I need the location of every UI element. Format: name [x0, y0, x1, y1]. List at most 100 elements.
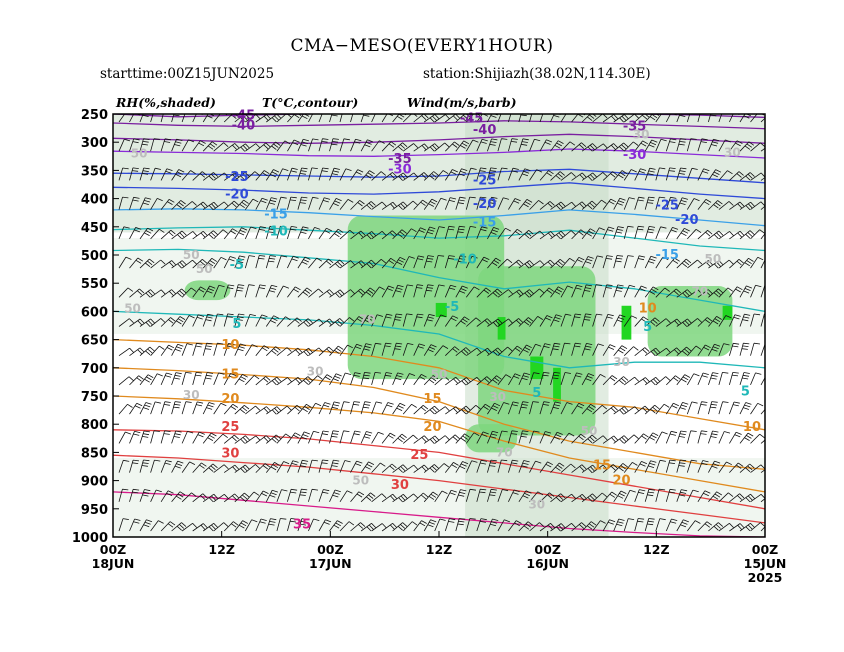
wind-barb [192, 523, 208, 532]
wind-barb [371, 286, 385, 298]
temperature-contour-label: -25 [225, 170, 249, 185]
wind-barb [392, 342, 403, 356]
wind-barb [244, 198, 259, 210]
wind-barb [255, 490, 269, 503]
wind-barb [423, 226, 436, 240]
wind-barb [529, 522, 545, 532]
wind-barb [234, 255, 246, 269]
wind-barb [276, 461, 290, 473]
wind-barb [350, 138, 362, 152]
wind-barb [634, 405, 650, 415]
wind-barb [255, 284, 266, 298]
wind-barb [181, 201, 197, 210]
wind-barb [539, 315, 553, 327]
wind-barb [171, 430, 182, 444]
wind-barb [202, 372, 214, 386]
wind-barb [202, 230, 218, 240]
wind-barb [718, 201, 734, 210]
wind-barb [634, 347, 650, 357]
wind-barb [318, 138, 329, 152]
wind-barb [287, 167, 298, 181]
wind-barb [613, 255, 624, 269]
wind-barb [276, 140, 291, 152]
wind-barb [129, 430, 141, 444]
y-tick-label: 900 [81, 475, 108, 490]
wind-barb [329, 459, 340, 473]
wind-barb [686, 138, 697, 152]
wind-barb [487, 402, 501, 415]
wind-barb [265, 284, 278, 298]
wind-barb [687, 318, 703, 327]
wind-barb [697, 317, 713, 327]
wind-barb [634, 285, 647, 298]
wind-barb [171, 169, 185, 181]
wind-barb [223, 493, 240, 503]
wind-barb [550, 286, 564, 298]
wind-barb [413, 404, 429, 415]
wind-barb [150, 138, 160, 152]
wind-barb [329, 289, 345, 298]
wind-barb [318, 289, 334, 298]
wind-barb [539, 139, 553, 152]
wind-barb [602, 143, 619, 152]
wind-barb [276, 196, 287, 210]
wind-barb [297, 256, 311, 269]
wind-barb [266, 406, 282, 415]
wind-barb [329, 318, 345, 327]
wind-barb [245, 143, 261, 152]
wind-barb [381, 402, 394, 415]
wind-barb [423, 464, 439, 473]
wind-barb [202, 141, 218, 152]
wind-barb [508, 228, 523, 240]
wind-barb [602, 464, 618, 473]
wind-barb [613, 463, 628, 473]
wind-barb [150, 520, 164, 532]
rh-saturated-region [553, 367, 561, 402]
wind-barb [686, 401, 698, 415]
wind-barb [118, 488, 129, 502]
wind-barb [276, 316, 291, 327]
wind-barb [676, 346, 692, 356]
wind-barb [718, 343, 730, 356]
wind-barb [718, 170, 733, 181]
wind-barb [708, 288, 724, 298]
wind-barb [581, 200, 597, 210]
wind-barb [402, 284, 414, 298]
wind-barb [402, 172, 419, 181]
wind-barb [560, 114, 567, 123]
wind-barb [465, 286, 480, 298]
wind-barb [665, 459, 676, 473]
wind-barb [550, 493, 566, 503]
wind-barb [529, 230, 545, 240]
wind-barb [644, 226, 656, 240]
wind-barb [676, 402, 689, 415]
wind-barb [686, 167, 698, 181]
wind-barb [560, 463, 576, 473]
wind-barb [613, 435, 629, 444]
wind-barb [213, 522, 229, 532]
wind-barb [518, 138, 529, 152]
wind-barb [329, 167, 340, 181]
wind-barb [529, 343, 542, 356]
wind-barb [571, 172, 587, 181]
wind-barb [686, 373, 700, 386]
wind-barb [550, 114, 561, 123]
wind-barb [465, 488, 477, 502]
wind-barb [581, 403, 596, 415]
wind-barb [655, 347, 671, 357]
wind-barb [602, 198, 617, 210]
wind-barb [192, 258, 208, 269]
wind-barb [666, 318, 682, 327]
wind-barb [760, 259, 765, 269]
wind-barb [192, 493, 208, 503]
wind-barb [529, 114, 533, 123]
wind-barb [276, 347, 292, 357]
wind-barb [360, 201, 376, 210]
rh-upper-band [113, 114, 765, 233]
y-tick-label: 850 [81, 446, 108, 461]
wind-barb [213, 493, 229, 503]
wind-barb [392, 201, 408, 210]
wind-barb [234, 404, 250, 415]
wind-barb [655, 138, 667, 152]
legend-rh: RH(%,shaded) [116, 95, 216, 110]
